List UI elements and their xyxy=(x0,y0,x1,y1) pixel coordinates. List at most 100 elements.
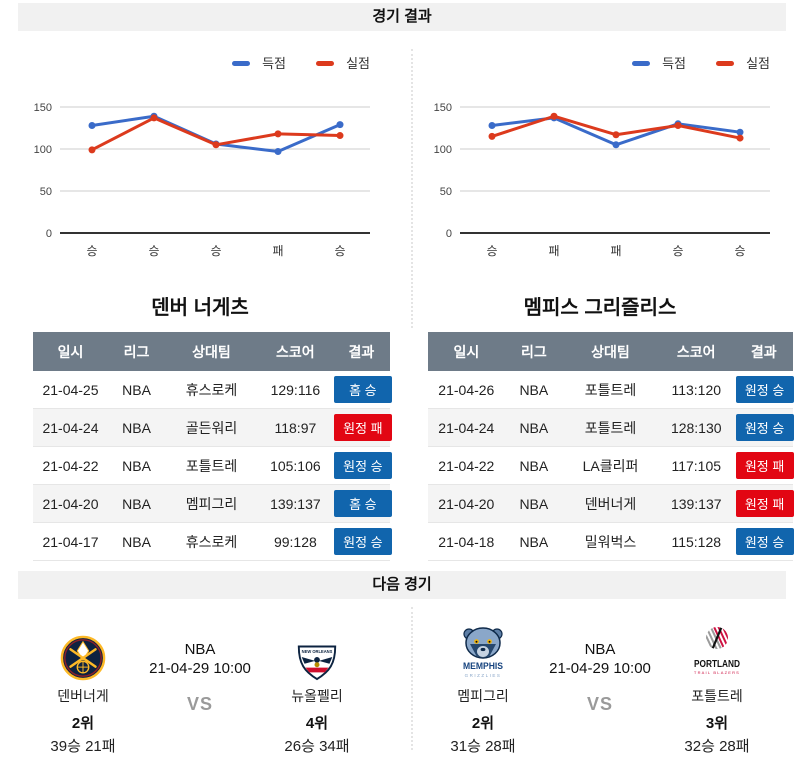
denver-score-line-chart: 150 100 50 0 승 승 승 패 승 실점 득점 xyxy=(34,56,370,258)
team-titles-row: 덴버 너게츠 멤피스 그리즐리스 xyxy=(0,285,800,332)
score-cell: 115:128 xyxy=(657,522,735,561)
opponent-cell: LA클리퍼 xyxy=(563,446,658,485)
svg-text:50: 50 xyxy=(40,186,52,198)
team-name: 멤피그리 xyxy=(457,688,509,704)
svg-text:0: 0 xyxy=(46,228,52,240)
opponent-cell: 포틀트레 xyxy=(563,408,658,447)
team-rank: 3위 xyxy=(705,715,729,732)
match-datetime: 21-04-29 10:00 xyxy=(149,660,251,677)
team-name: 뉴올펠리 xyxy=(291,688,343,704)
svg-text:NEW ORLEANS: NEW ORLEANS xyxy=(302,649,333,655)
svg-text:승: 승 xyxy=(334,244,345,258)
score-cell: 139:137 xyxy=(657,484,735,523)
results-section: 150 100 50 0 승 승 승 패 승 실점 득점 150 100 50 0 승 패 패 승 승 실점 득점 덴버… xyxy=(0,31,800,332)
date-cell: 21-04-22 xyxy=(33,446,108,485)
col-date: 일시 xyxy=(428,332,505,371)
svg-text:패: 패 xyxy=(610,244,621,258)
team-rank: 2위 xyxy=(71,715,95,732)
league-cell: NBA xyxy=(504,371,564,409)
date-cell: 21-04-17 xyxy=(33,522,108,561)
result-cell: 홈 승 xyxy=(332,371,392,409)
result-badge: 원정 승 xyxy=(735,528,794,555)
league-cell: NBA xyxy=(107,522,166,561)
score-cell: 113:120 xyxy=(657,371,735,409)
portland-trail-blazers-logo: PORTLAND TRAIL BLAZERS xyxy=(656,625,778,681)
vs-block: NBA 21-04-29 10:00 VS xyxy=(544,625,656,756)
team-record: 32승 28패 xyxy=(684,738,750,755)
date-cell: 21-04-26 xyxy=(428,371,505,409)
team-record: 31승 28패 xyxy=(450,738,516,755)
score-cell: 129:116 xyxy=(257,371,333,409)
result-badge: 홈 승 xyxy=(333,376,392,403)
memphis-table-col: 일시 리그 상대팀 스코어 결과 21-04-26 NBA 포틀트레 113:120 원… xyxy=(400,332,800,561)
svg-text:실점: 실점 xyxy=(346,56,370,71)
score-cell: 128:130 xyxy=(657,408,735,447)
svg-text:50: 50 xyxy=(440,186,452,198)
team-name: 덴버너게 xyxy=(57,688,109,704)
table-header-row: 일시 리그 상대팀 스코어 결과 xyxy=(428,332,793,371)
date-cell: 21-04-25 xyxy=(33,371,108,409)
table-row: 21-04-24 NBA 골든워리 118:97 원정 패 xyxy=(33,408,392,447)
result-cell: 원정 승 xyxy=(332,522,392,561)
memphis-results-table: 일시 리그 상대팀 스코어 결과 21-04-26 NBA 포틀트레 113:120 원… xyxy=(428,332,794,561)
tables-row: 일시 리그 상대팀 스코어 결과 21-04-25 NBA 휴스로케 129:116 홈… xyxy=(0,332,800,561)
table-row: 21-04-22 NBA 포틀트레 105:106 원정 승 xyxy=(33,446,392,485)
svg-text:150: 150 xyxy=(434,102,452,114)
memphis-chart-col: 150 100 50 0 승 패 패 승 승 실점 득점 xyxy=(400,31,800,285)
col-score: 스코어 xyxy=(657,332,735,371)
svg-text:GRIZZLIES: GRIZZLIES xyxy=(465,673,502,678)
result-badge: 원정 패 xyxy=(735,490,794,517)
col-league: 리그 xyxy=(504,332,564,371)
team-block-memphis: MEMPHIS GRIZZLIES 멤피그리 2위 31승 28패 xyxy=(422,625,544,756)
table-header-row: 일시 리그 상대팀 스코어 결과 xyxy=(33,332,390,371)
result-badge: 원정 승 xyxy=(333,528,392,555)
team-block-portland: PORTLAND TRAIL BLAZERS 포틀트레 3위 32승 28패 xyxy=(656,625,778,756)
result-badge: 원정 승 xyxy=(735,376,794,403)
table-row: 21-04-22 NBA LA클리퍼 117:105 원정 패 xyxy=(428,446,794,485)
result-cell: 원정 패 xyxy=(734,484,794,523)
svg-text:승: 승 xyxy=(486,244,497,258)
league-cell: NBA xyxy=(107,484,166,523)
result-badge: 원정 패 xyxy=(333,414,392,441)
vs-block: NBA 21-04-29 10:00 VS xyxy=(144,625,256,756)
opponent-cell: 덴버너게 xyxy=(563,484,658,523)
team-record: 26승 34패 xyxy=(284,738,350,755)
opponent-cell: 휴스로케 xyxy=(165,371,258,409)
table-row: 21-04-20 NBA 덴버너게 139:137 원정 패 xyxy=(428,484,794,523)
svg-text:100: 100 xyxy=(34,144,52,156)
date-cell: 21-04-22 xyxy=(428,446,505,485)
result-badge: 홈 승 xyxy=(333,490,392,517)
next-match-memphis: MEMPHIS GRIZZLIES 멤피그리 2위 31승 28패 NBA 21… xyxy=(400,625,800,756)
league-cell: NBA xyxy=(504,484,564,523)
next-games-row: 덴버너게 2위 39승 21패 NBA 21-04-29 10:00 VS NE… xyxy=(0,599,800,756)
memphis-grizzlies-logo: MEMPHIS GRIZZLIES xyxy=(422,625,544,681)
table-row: 21-04-17 NBA 휴스로케 99:128 원정 승 xyxy=(33,522,392,561)
date-cell: 21-04-24 xyxy=(428,408,505,447)
score-cell: 117:105 xyxy=(657,446,735,485)
score-cell: 105:106 xyxy=(257,446,333,485)
svg-text:PORTLAND: PORTLAND xyxy=(694,659,740,670)
score-cell: 118:97 xyxy=(257,408,333,447)
opponent-cell: 골든워리 xyxy=(165,408,258,447)
svg-text:승: 승 xyxy=(672,244,683,258)
denver-table-col: 일시 리그 상대팀 스코어 결과 21-04-25 NBA 휴스로케 129:116 홈… xyxy=(0,332,400,561)
result-badge: 원정 승 xyxy=(735,414,794,441)
team-block-pelicans: NEW ORLEANS 뉴올펠리 4위 26승 34패 xyxy=(256,625,378,756)
col-opponent: 상대팀 xyxy=(563,332,658,371)
denver-team-title: 덴버 너게츠 xyxy=(151,297,249,319)
league-cell: NBA xyxy=(504,446,564,485)
date-cell: 21-04-18 xyxy=(428,522,505,561)
table-row: 21-04-26 NBA 포틀트레 113:120 원정 승 xyxy=(428,371,794,409)
result-cell: 원정 승 xyxy=(734,522,794,561)
svg-text:승: 승 xyxy=(148,244,159,258)
next-section-header: 다음 경기 xyxy=(18,571,786,599)
date-cell: 21-04-20 xyxy=(428,484,505,523)
vs-label: VS xyxy=(186,694,213,714)
svg-text:득점: 득점 xyxy=(262,56,286,71)
result-badge: 원정 승 xyxy=(333,452,392,479)
svg-text:150: 150 xyxy=(34,102,52,114)
team-block-denver: 덴버너게 2위 39승 21패 xyxy=(22,625,144,756)
svg-text:실점: 실점 xyxy=(746,56,770,71)
denver-nuggets-logo xyxy=(22,625,144,681)
result-cell: 원정 패 xyxy=(734,446,794,485)
